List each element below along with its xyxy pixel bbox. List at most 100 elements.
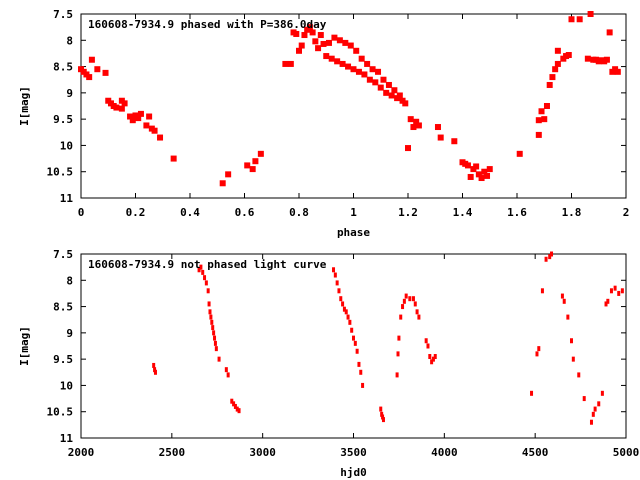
data-point	[426, 343, 430, 349]
data-point	[591, 411, 595, 417]
data-point	[135, 115, 142, 122]
plot-frame	[80, 253, 627, 439]
data-point	[434, 124, 441, 131]
x-tick-label: 4000	[431, 446, 458, 459]
data-point	[315, 45, 322, 52]
data-point	[336, 37, 343, 44]
data-point	[538, 108, 545, 115]
x-tick-label: 3000	[249, 446, 276, 459]
data-point	[410, 124, 417, 131]
data-point	[609, 288, 613, 294]
data-point	[203, 275, 207, 281]
data-point	[603, 56, 610, 63]
x-tick-label: 0	[78, 206, 85, 219]
data-point	[224, 367, 228, 373]
data-point	[540, 288, 544, 294]
x-axis-label: phase	[337, 226, 370, 239]
y-tick-label: 8	[66, 274, 73, 287]
data-point	[361, 382, 365, 388]
data-point	[296, 47, 302, 54]
data-point	[346, 314, 350, 320]
x-tick-label: 2	[623, 206, 630, 219]
data-point	[333, 272, 337, 278]
data-point	[352, 335, 355, 341]
data-point	[339, 296, 343, 302]
data-point	[606, 298, 610, 304]
data-point	[377, 84, 384, 91]
x-tick-label: 1.4	[453, 206, 473, 219]
data-point	[331, 34, 338, 41]
data-point	[357, 361, 361, 367]
data-point	[118, 105, 125, 112]
data-point	[226, 372, 230, 378]
x-tick-label: 2000	[68, 446, 95, 459]
data-point	[237, 408, 241, 414]
data-point	[597, 401, 601, 407]
data-point	[404, 293, 408, 299]
data-point	[353, 47, 360, 54]
data-point	[395, 372, 399, 378]
data-point	[232, 401, 236, 407]
data-point	[301, 32, 308, 39]
data-point	[86, 74, 93, 81]
data-point	[381, 417, 385, 423]
data-point	[464, 162, 471, 169]
y-axis-label: I[mag]	[18, 326, 31, 366]
data-point	[408, 296, 412, 302]
y-tick-label: 10.5	[47, 166, 74, 179]
data-point	[613, 285, 617, 291]
data-point	[113, 104, 120, 111]
data-point	[568, 16, 575, 23]
data-point	[379, 406, 383, 412]
data-point	[396, 351, 400, 357]
data-point	[102, 69, 109, 76]
data-point	[415, 309, 419, 315]
data-point	[208, 309, 212, 315]
data-point	[342, 39, 349, 46]
data-point	[543, 103, 550, 109]
y-tick-label: 10	[60, 379, 73, 392]
data-point	[562, 298, 566, 304]
data-point	[372, 79, 379, 86]
data-point	[550, 251, 554, 257]
x-tick-label: 4500	[522, 446, 549, 459]
data-point	[293, 30, 300, 37]
data-point	[552, 66, 559, 73]
x-tick-label: 0.6	[235, 206, 255, 219]
data-point	[353, 340, 357, 346]
data-point	[402, 298, 406, 304]
data-point	[213, 335, 217, 341]
data-point	[151, 127, 158, 134]
data-point	[332, 267, 336, 273]
data-point	[335, 280, 339, 286]
data-point	[570, 338, 573, 344]
data-point	[213, 340, 217, 346]
data-point	[325, 39, 332, 46]
data-point	[350, 327, 354, 333]
data-point	[530, 390, 534, 396]
x-tick-label: 1	[350, 206, 357, 219]
data-point	[347, 42, 354, 49]
data-point	[358, 55, 365, 62]
data-point	[617, 290, 621, 296]
data-point	[152, 362, 156, 368]
data-point	[94, 66, 101, 73]
data-point	[235, 406, 239, 412]
y-tick-label: 8.5	[53, 61, 73, 74]
data-point	[411, 296, 415, 302]
data-point	[204, 280, 208, 286]
data-point	[473, 163, 480, 170]
data-point	[554, 60, 561, 67]
data-point	[214, 346, 218, 352]
data-point	[345, 63, 352, 70]
data-point	[413, 118, 420, 125]
data-point	[257, 150, 264, 157]
data-point	[312, 38, 319, 45]
data-point	[544, 256, 548, 262]
data-point	[369, 66, 376, 73]
data-point	[342, 306, 346, 312]
data-point	[576, 16, 583, 23]
data-point	[413, 301, 417, 307]
data-point	[428, 354, 432, 360]
data-point	[589, 419, 593, 425]
